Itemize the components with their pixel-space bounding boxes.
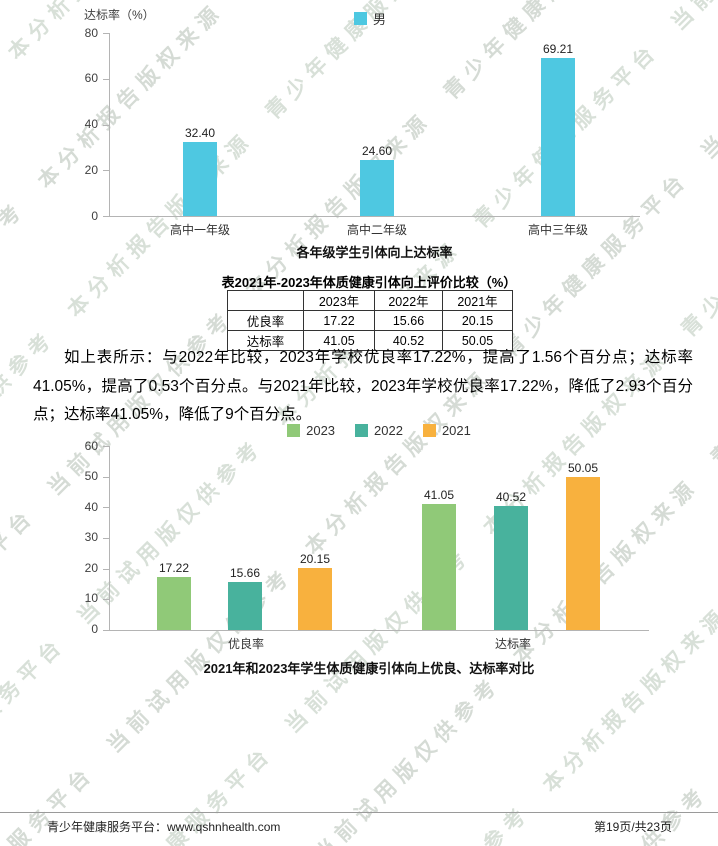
series-2022-swatch: [355, 424, 369, 437]
chart1-y-axis-title: 达标率（%）: [84, 8, 155, 22]
row-excellent-2023: 17.22: [303, 310, 375, 331]
table-header-row: 2023年 2022年 2021年: [227, 290, 513, 311]
chart2-ytick-40: 40: [84, 500, 98, 514]
chart1-ytick-0: 0: [91, 209, 98, 223]
table-row: 优良率 17.22 15.66 20.15: [227, 310, 513, 331]
table-header-2023: 2023年: [303, 290, 375, 311]
chart2-ytick-10: 10: [84, 591, 98, 605]
chart2-legend-item-2022: 2022: [355, 423, 403, 438]
series-2022-label: 2022: [374, 423, 403, 438]
chart2-tickmark: [103, 630, 109, 631]
chart2-bar-2022-pass-rect: [494, 505, 528, 630]
chart2-ytick-20: 20: [84, 561, 98, 575]
chart1-tickmark: [103, 33, 109, 34]
chart2-cat-pass: 达标率: [494, 637, 531, 651]
footer-page-number: 第19页/共23页: [593, 820, 672, 834]
chart2-bar-2021-pass: 50.05: [566, 446, 600, 630]
chart1-bar-grade3-value: 69.21: [542, 41, 574, 56]
chart2-tickmark: [103, 569, 109, 570]
footer-platform-url: 青少年健康服务平台：www.qshnhealth.com: [47, 820, 281, 834]
row-pass-2021: 50.05: [442, 330, 513, 351]
footer-divider: [0, 812, 718, 813]
chart2-legend: 2023 2022 2021: [109, 423, 649, 438]
chart2-bar-2021-excellent-value: 20.15: [299, 552, 331, 567]
chart1-cat-grade1: 高中一年级: [169, 223, 230, 237]
chart1-bar-grade1: 32.40: [183, 33, 217, 216]
chart2-bar-2023-pass-rect: [422, 504, 456, 630]
chart1-bar-grade1-value: 32.40: [184, 125, 216, 140]
row-excellent-2021: 20.15: [442, 310, 513, 331]
series-2021-swatch: [422, 424, 436, 437]
chart1-legend-item-male: 男: [353, 9, 386, 28]
chart1-cat-grade2: 高中二年级: [346, 223, 407, 237]
table-header-2022: 2022年: [374, 290, 443, 311]
chart2-bar-2021-excellent-rect: [298, 568, 332, 630]
male-series-swatch: [353, 12, 367, 25]
chart2-bar-2023-excellent-rect: [157, 577, 191, 630]
table-header-2021: 2021年: [442, 290, 513, 311]
chart1-x-axis: [109, 216, 640, 217]
chart1-ytick-20: 20: [84, 163, 98, 177]
chart1-title: 各年级学生引体向上达标率: [296, 245, 453, 260]
chart2-bar-2022-excellent-value: 15.66: [229, 566, 261, 580]
chart2-bar-2023-excellent-value: 17.22: [158, 561, 190, 576]
chart1-tickmark: [103, 79, 109, 80]
chart2-bar-2021-pass-rect: [566, 476, 600, 630]
chart2-tickmark: [103, 599, 109, 600]
row-pass-2023: 41.05: [303, 330, 375, 351]
chart2-bar-2022-excellent-rect: [228, 582, 262, 630]
chart2-bar-2022-pass: 40.52: [494, 446, 528, 630]
chart1-ytick-60: 60: [84, 71, 98, 85]
chart1-cat-grade3: 高中三年级: [527, 223, 588, 237]
chart1-bar-grade2-rect: [360, 159, 394, 216]
table-title: 表2021年-2023年体质健康引体向上评价比较（%）: [221, 275, 517, 290]
chart2-x-axis: [109, 630, 649, 631]
chart1-tickmark: [103, 125, 109, 126]
chart2-ytick-60: 60: [84, 439, 98, 453]
male-series-label: 男: [372, 12, 386, 27]
chart1-legend: 男: [330, 9, 410, 28]
chart2-ytick-50: 50: [84, 469, 98, 483]
chart2-tickmark: [103, 477, 109, 478]
row-excellent-label: 优良率: [227, 310, 304, 331]
chart2-bar-2021-pass-value: 50.05: [567, 460, 599, 475]
chart2-bar-2021-excellent: 20.15: [298, 446, 332, 630]
chart1-ytick-40: 40: [84, 117, 98, 131]
chart2-bar-2023-pass-value: 41.05: [423, 488, 455, 503]
analysis-paragraph: 如上表所示：与2022年比较，2023年学校优良率17.22%，提高了1.56个…: [33, 349, 693, 423]
chart2-tickmark: [103, 538, 109, 539]
chart2-bar-2023-pass: 41.05: [422, 446, 456, 630]
row-pass-label: 达标率: [227, 330, 304, 351]
table-row: 达标率 41.05 40.52 50.05: [227, 330, 513, 351]
chart2-bar-2022-excellent: 15.66: [228, 446, 262, 630]
chart2-bar-2023-excellent: 17.22: [157, 446, 191, 630]
chart2-title: 2021年和2023年学生体质健康引体向上优良、达标率对比: [203, 661, 535, 676]
chart1-bar-grade2-value: 24.60: [361, 143, 393, 158]
chart2-y-axis: [109, 446, 110, 631]
series-2021-label: 2021: [441, 423, 471, 438]
chart1-bar-grade2: 24.60: [360, 33, 394, 216]
chart2-tickmark: [103, 446, 109, 447]
row-excellent-2022: 15.66: [374, 310, 443, 331]
chart1-bar-grade3: 69.21: [541, 33, 575, 216]
chart1-bar-grade3-rect: [541, 57, 575, 216]
chart2-cat-excellent: 优良率: [227, 637, 264, 651]
chart2-ytick-0: 0: [91, 622, 98, 636]
chart2-legend-item-2021: 2021: [422, 423, 471, 438]
series-2023-label: 2023: [306, 423, 336, 438]
chart2-ytick-30: 30: [84, 530, 98, 544]
chart1-ytick-80: 80: [84, 26, 98, 40]
series-2023-swatch: [287, 424, 301, 437]
chart1-y-axis: [109, 33, 110, 217]
chart1-tickmark: [103, 170, 109, 171]
chart1-tickmark: [103, 216, 109, 217]
chart2-bar-2022-pass-value: 40.52: [495, 489, 527, 504]
table-header-blank: [227, 290, 304, 311]
chart2-tickmark: [103, 507, 109, 508]
comparison-table: 2023年 2022年 2021年 优良率 17.22 15.66 20.15 …: [227, 290, 513, 351]
chart1-bar-grade1-rect: [183, 141, 217, 216]
chart2-legend-item-2023: 2023: [287, 423, 335, 438]
